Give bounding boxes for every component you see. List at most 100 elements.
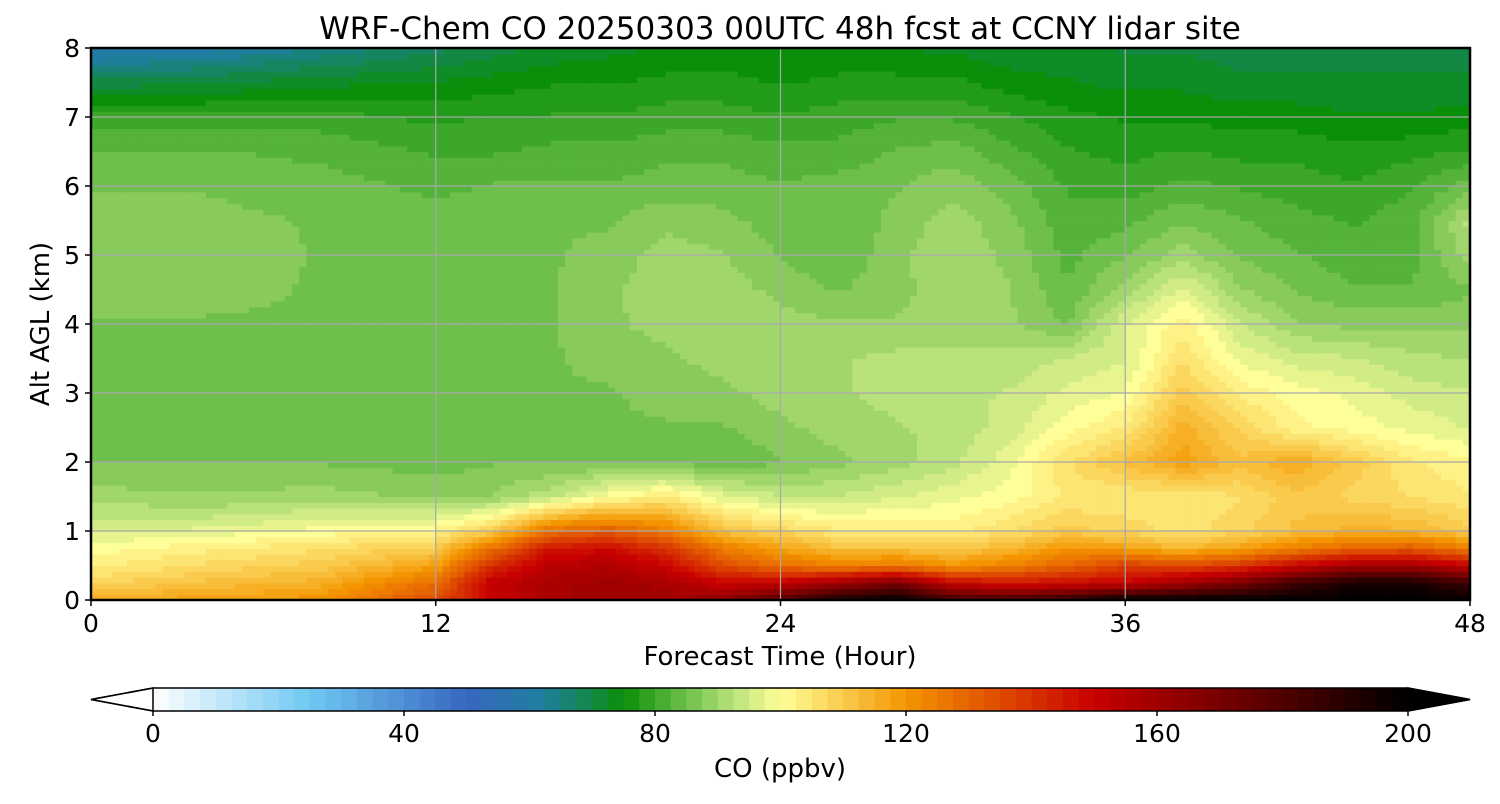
heatmap-cell <box>873 571 882 578</box>
heatmap-cell <box>1362 508 1371 515</box>
heatmap-cell <box>866 508 875 515</box>
heatmap-cell <box>1110 462 1119 469</box>
heatmap-cell <box>988 502 997 509</box>
heatmap-cell <box>328 577 336 584</box>
heatmap-cell <box>507 554 516 561</box>
heatmap-cell <box>270 594 279 600</box>
heatmap-cell <box>1419 548 1428 555</box>
heatmap-cell <box>335 462 343 469</box>
heatmap-cell <box>249 519 257 526</box>
heatmap-cell <box>737 594 746 600</box>
heatmap-cell <box>1276 536 1284 544</box>
heatmap-cell <box>256 450 264 457</box>
heatmap-cell <box>435 502 444 509</box>
heatmap-cell <box>1132 462 1141 469</box>
heatmap-cell <box>823 490 832 498</box>
heatmap-cell <box>1254 565 1263 572</box>
heatmap-cell <box>1182 450 1191 457</box>
heatmap-cell <box>1039 496 1047 503</box>
heatmap-cell <box>931 479 940 486</box>
heatmap-cell <box>636 502 645 509</box>
heatmap-cell <box>960 467 968 475</box>
heatmap-cell <box>1390 554 1399 561</box>
heatmap-cell <box>378 450 387 457</box>
heatmap-cell <box>644 490 652 498</box>
heatmap-cell <box>234 536 243 544</box>
heatmap-cell <box>615 508 624 515</box>
heatmap-cell <box>328 571 336 578</box>
heatmap-cell <box>1175 456 1184 463</box>
heatmap-cell <box>823 525 832 532</box>
heatmap-cell <box>521 531 530 538</box>
heatmap-cell <box>967 594 976 600</box>
heatmap-cell <box>1369 559 1378 567</box>
heatmap-cell <box>852 582 861 590</box>
heatmap-cell <box>1103 473 1112 480</box>
heatmap-cell <box>284 485 293 492</box>
heatmap-cell <box>794 582 803 590</box>
heatmap-cell <box>967 479 976 486</box>
heatmap-cell <box>1082 450 1090 457</box>
heatmap-cell <box>514 588 523 595</box>
heatmap-cell <box>335 490 343 498</box>
heatmap-cell <box>845 536 853 544</box>
heatmap-cell <box>629 485 638 492</box>
heatmap-cell <box>830 485 839 492</box>
heatmap-cell <box>277 588 286 595</box>
heatmap-cell <box>98 577 106 584</box>
heatmap-cell <box>737 548 746 555</box>
heatmap-cell <box>134 462 142 469</box>
heatmap-cell <box>371 554 379 561</box>
heatmap-cell <box>450 536 458 544</box>
heatmap-cell <box>816 467 825 475</box>
heatmap-cell <box>751 456 760 463</box>
heatmap-cell <box>363 479 372 486</box>
heatmap-cell <box>105 462 114 469</box>
heatmap-cell <box>622 577 631 584</box>
heatmap-cell <box>464 485 473 492</box>
heatmap-cell <box>679 554 688 561</box>
heatmap-cell <box>170 536 178 544</box>
heatmap-cell <box>119 490 128 498</box>
heatmap-cell <box>1254 462 1263 469</box>
heatmap-cell <box>1405 594 1414 600</box>
heatmap-cell <box>1376 548 1385 555</box>
heatmap-cell <box>1462 519 1470 526</box>
heatmap-cell <box>866 490 875 498</box>
heatmap-cell <box>162 559 171 567</box>
heatmap-cell <box>112 444 121 452</box>
heatmap-cell <box>1304 542 1313 549</box>
heatmap-cell <box>457 559 466 567</box>
heatmap-cell <box>909 577 918 584</box>
heatmap-cell <box>651 525 659 532</box>
heatmap-cell <box>1448 571 1457 578</box>
heatmap-cell <box>500 559 509 567</box>
heatmap-cell <box>730 513 738 521</box>
heatmap-cell <box>1283 513 1292 521</box>
heatmap-cell <box>550 571 559 578</box>
heatmap-cell <box>902 577 911 584</box>
heatmap-cell <box>1204 519 1213 526</box>
heatmap-cell <box>450 542 458 549</box>
heatmap-cell <box>737 565 746 572</box>
heatmap-cell <box>802 594 810 600</box>
heatmap-cell <box>1412 536 1421 544</box>
heatmap-cell <box>751 548 760 555</box>
heatmap-cell <box>881 577 889 584</box>
heatmap-cell <box>450 525 458 532</box>
heatmap-cell <box>1247 473 1256 480</box>
heatmap-cell <box>909 594 918 600</box>
heatmap-cell <box>1060 536 1069 544</box>
heatmap-cell <box>622 519 631 526</box>
heatmap-cell <box>572 542 580 549</box>
heatmap-cell <box>916 519 925 526</box>
heatmap-cell <box>435 473 444 480</box>
heatmap-cell <box>1247 559 1256 567</box>
heatmap-cell <box>335 519 343 526</box>
heatmap-cell <box>1132 467 1141 475</box>
heatmap-cell <box>155 559 164 567</box>
heatmap-cell <box>600 496 609 503</box>
heatmap-cell <box>622 508 631 515</box>
heatmap-cell <box>1010 485 1019 492</box>
heatmap-cell <box>457 490 466 498</box>
